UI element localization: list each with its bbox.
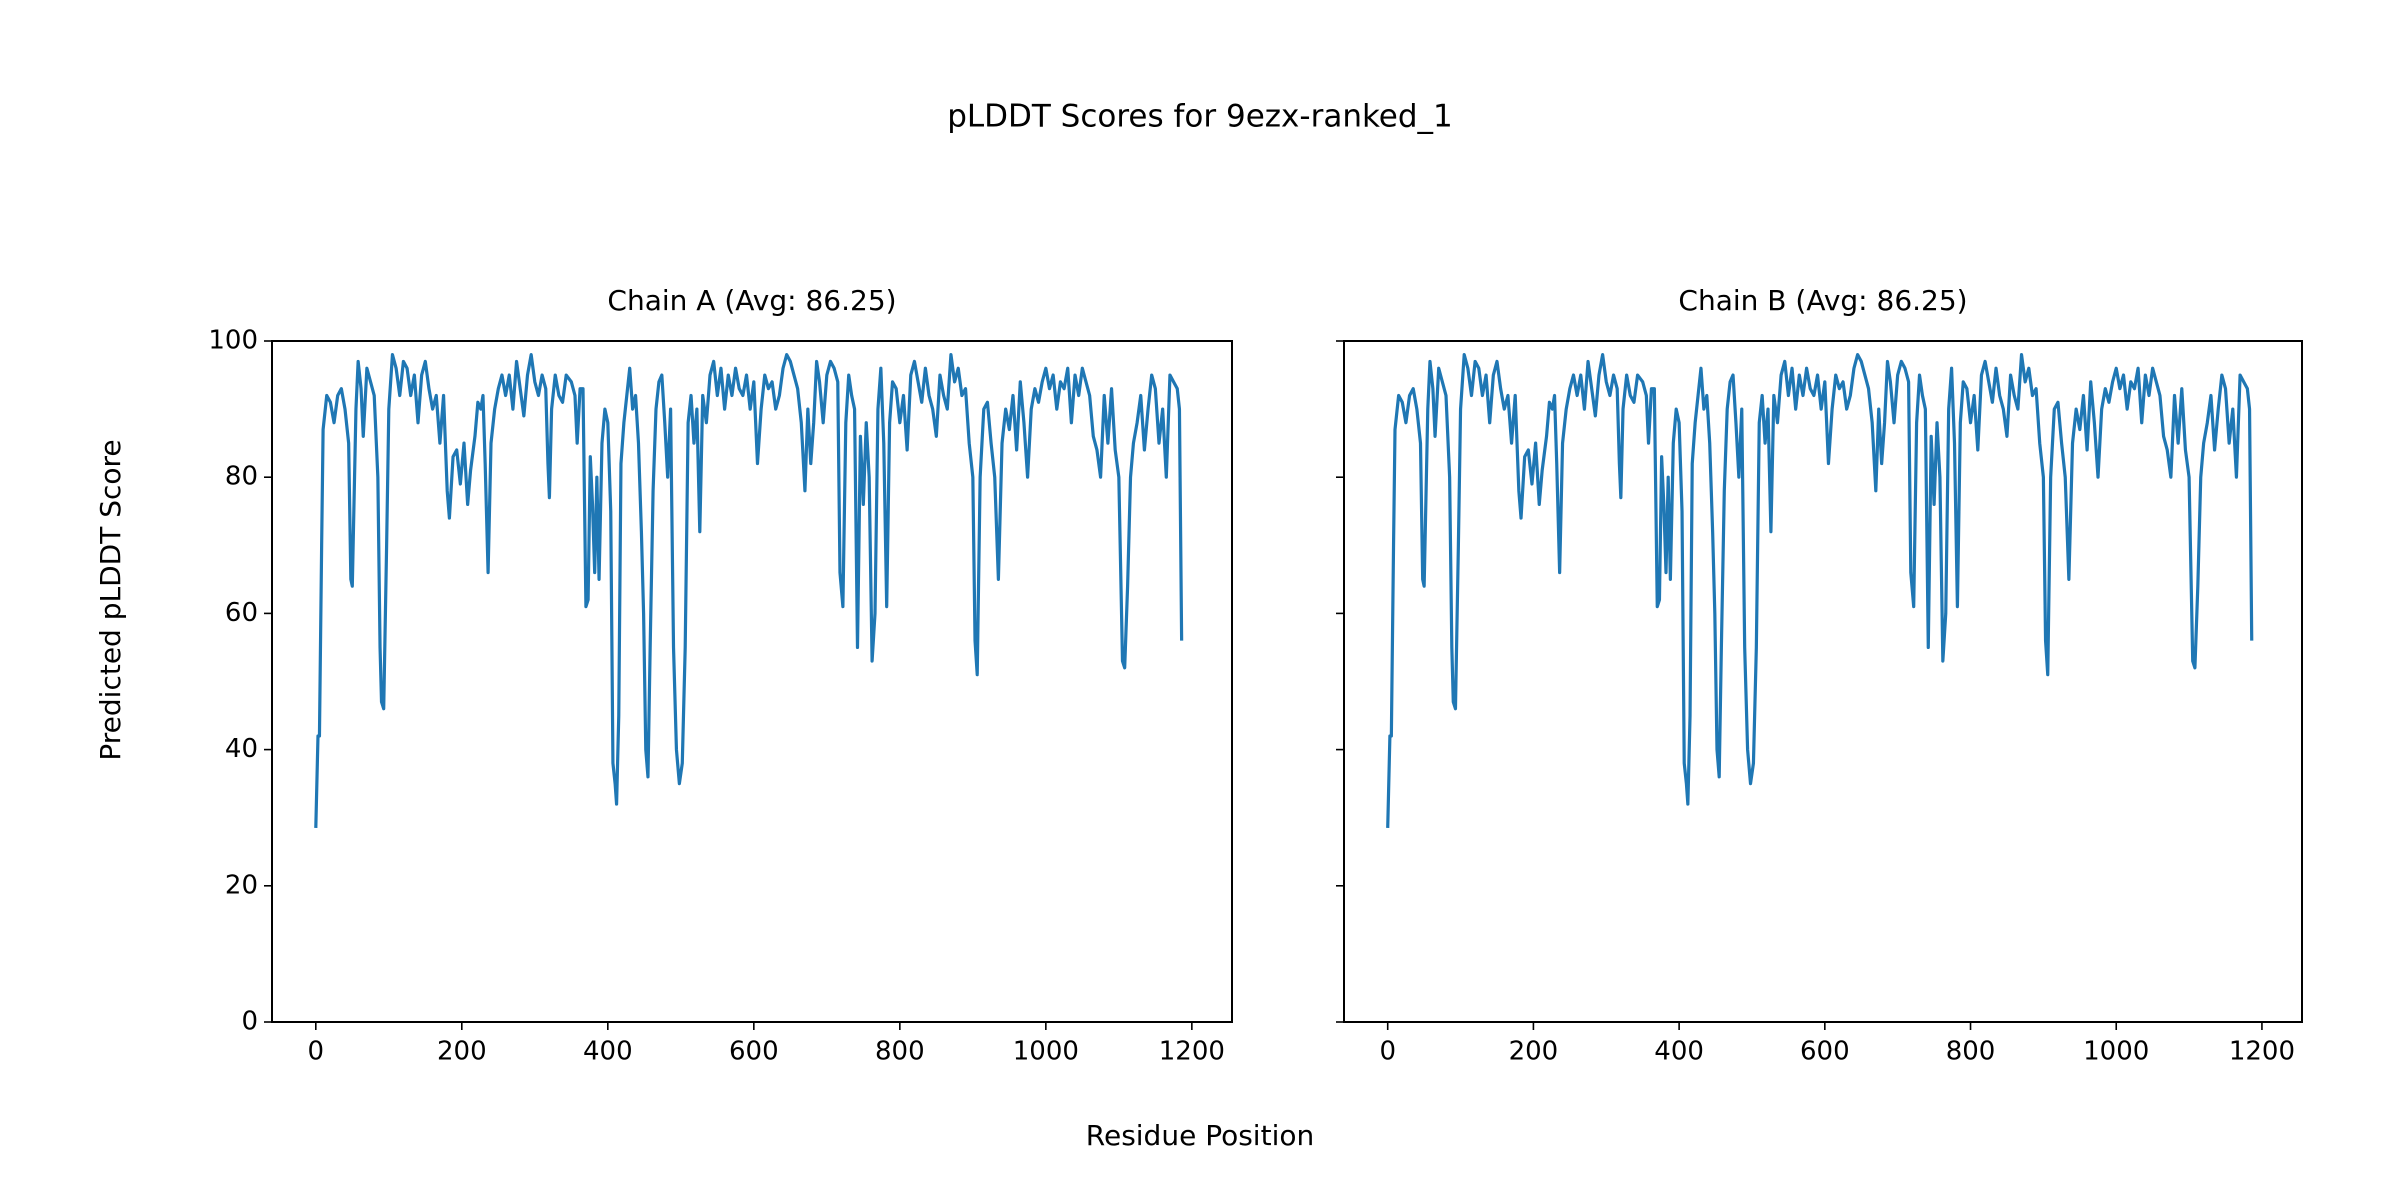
x-tick-label: 400: [1654, 1037, 1704, 1067]
y-tick-label: 80: [225, 462, 258, 492]
y-tick-label: 40: [225, 734, 258, 764]
x-axis-label: Residue Position: [1086, 1119, 1314, 1152]
subplot-title: Chain A (Avg: 86.25): [607, 284, 896, 317]
x-tick-label: 1000: [1013, 1037, 1079, 1067]
x-tick-label: 200: [437, 1037, 487, 1067]
x-tick-label: 800: [875, 1037, 925, 1067]
x-tick-label: 1200: [1159, 1037, 1225, 1067]
y-tick-label: 0: [241, 1007, 258, 1037]
x-tick-label: 200: [1509, 1037, 1559, 1067]
data-line: [1386, 353, 2254, 828]
y-tick-label: 20: [225, 870, 258, 900]
figure-title: pLDDT Scores for 9ezx-ranked_1: [947, 99, 1453, 135]
x-tick-label: 1200: [2229, 1037, 2295, 1067]
x-tick-label: 600: [1800, 1037, 1850, 1067]
y-tick-label: 60: [225, 598, 258, 628]
subplot-title: Chain B (Avg: 86.25): [1678, 284, 1967, 317]
x-tick-label: 800: [1946, 1037, 1996, 1067]
axes-frame: [271, 340, 1233, 1023]
y-tick-label: 100: [208, 326, 258, 356]
y-axis-label: Predicted pLDDT Score: [94, 439, 127, 760]
x-tick-label: 600: [729, 1037, 779, 1067]
x-tick-label: 400: [583, 1037, 633, 1067]
x-tick-label: 1000: [2083, 1037, 2149, 1067]
x-tick-label: 0: [308, 1037, 325, 1067]
x-tick-label: 0: [1379, 1037, 1396, 1067]
axes-frame: [1343, 340, 2303, 1023]
data-line: [314, 353, 1184, 828]
